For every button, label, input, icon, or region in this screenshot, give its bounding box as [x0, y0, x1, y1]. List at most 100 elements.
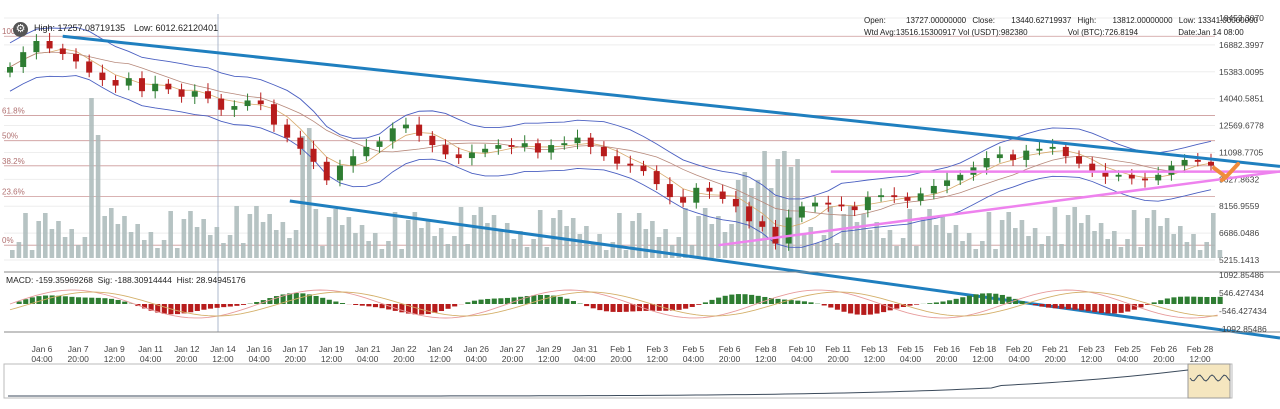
macd-histogram-bar [148, 304, 154, 311]
candle-body [1115, 174, 1122, 177]
volume-bar [386, 241, 391, 258]
volume-bar [1211, 213, 1216, 258]
macd-histogram-bar [947, 300, 953, 304]
settings-icon[interactable]: ⚙ [13, 22, 28, 37]
macd-histogram-bar [729, 294, 735, 304]
volume-bar [412, 212, 418, 258]
macd-histogram-bar [82, 297, 88, 304]
macd-histogram-bar [980, 293, 986, 304]
time-axis-time: 04:00 [1008, 354, 1030, 364]
volume-bar [1059, 244, 1064, 258]
macd-histogram-bar [722, 295, 728, 304]
volume-bar [782, 151, 787, 258]
time-axis-time: 04:00 [900, 354, 922, 364]
volume-bar [1125, 239, 1130, 258]
volume-bar [42, 213, 48, 258]
time-axis-time: 12:00 [538, 354, 560, 364]
candle-body [125, 78, 132, 86]
macd-histogram-bar [623, 304, 629, 312]
macd-histogram-bar [1098, 304, 1104, 313]
time-axis-time: 04:00 [1117, 354, 1139, 364]
candle-body [336, 165, 343, 181]
volume-bar [1098, 223, 1104, 258]
macd-histogram-bar [498, 298, 504, 304]
volume-bar [683, 208, 688, 258]
bollinger-upper [9, 26, 1212, 200]
macd-histogram-bar [1032, 304, 1038, 306]
high-value-2: 13812.00000000 [1112, 16, 1173, 25]
macd-histogram-bar [933, 302, 939, 304]
macd-histogram-bar [227, 304, 233, 307]
candle-body [442, 145, 449, 155]
close-value: 13440.62719937 [1011, 16, 1072, 25]
macd-histogram-bar [1217, 296, 1223, 304]
volume-bar [95, 135, 101, 258]
volume-bar [438, 228, 444, 258]
time-axis-date: Feb 23 [1078, 344, 1105, 354]
macd-histogram-bar [372, 304, 379, 308]
volume-bar [168, 211, 173, 258]
time-axis-time: 04:00 [574, 354, 596, 364]
time-axis-date: Feb 25 [1114, 344, 1141, 354]
volume-bar [379, 249, 385, 258]
macd-histogram-bar [828, 304, 834, 308]
time-axis-time: 04:00 [248, 354, 270, 364]
volume-bar [353, 233, 358, 258]
macd-histogram-bar [848, 304, 854, 314]
volume-bar [986, 212, 992, 258]
macd-histogram-bar [676, 304, 682, 310]
candle-body [138, 78, 145, 92]
volume-bar [194, 227, 200, 258]
macd-histogram-bar [557, 296, 563, 304]
macd-histogram-bar [161, 304, 167, 314]
volume-bar [1072, 207, 1078, 258]
vol-btc: Vol (BTC):726.8194 [1067, 28, 1139, 37]
macd-histogram-bar [313, 295, 319, 304]
volume-bar [557, 210, 563, 258]
volume-bar [214, 227, 220, 258]
volume-bar [702, 208, 708, 258]
macd-histogram-bar [141, 304, 148, 309]
candle-body [20, 52, 27, 68]
macd-histogram-bar [1072, 304, 1078, 310]
volume-bar [247, 214, 253, 258]
volume-bar [821, 235, 827, 258]
macd-histogram-bar [881, 304, 887, 313]
candle-body [983, 158, 990, 168]
volume-bar [1112, 231, 1117, 258]
volume-bar [273, 230, 279, 258]
candle-body [1036, 148, 1043, 151]
macd-histogram-bar [62, 296, 68, 304]
macd-histogram-bar [333, 301, 339, 304]
volume-bar [597, 234, 602, 258]
volume-bar [1046, 236, 1051, 258]
time-axis-date: Feb 21 [1042, 344, 1069, 354]
volume-bar [742, 172, 748, 258]
macd-histogram-bar [775, 298, 781, 304]
volume-bar [1105, 239, 1111, 258]
volume-bar [663, 229, 668, 258]
fib-label: 0% [2, 236, 14, 245]
macd-histogram-bar [478, 299, 484, 304]
volume-bar [768, 188, 774, 258]
candle-body [1168, 165, 1175, 175]
macd-histogram-bar [1046, 304, 1052, 308]
macd-histogram-bar [254, 302, 260, 304]
time-axis-date: Jan 16 [246, 344, 272, 354]
macd-histogram-bar [1112, 304, 1118, 314]
volume-bar [135, 224, 140, 258]
volume-bar [260, 222, 266, 258]
vol-usdt: Vol (USDT):982380 [958, 28, 1028, 37]
time-axis-time: 04:00 [140, 354, 162, 364]
volume-bar [62, 237, 68, 258]
time-axis-date: Feb 5 [683, 344, 705, 354]
macd-histogram-bar [240, 304, 247, 305]
price-axis-label: 6686.0486 [1219, 228, 1259, 238]
time-axis-time: 04:00 [683, 354, 705, 364]
price-axis-label: 11098.7705 [1219, 147, 1264, 157]
candle-body [1049, 146, 1056, 149]
macd-histogram-bar [485, 298, 491, 304]
macd-histogram-bar [696, 304, 702, 305]
volume-bar [570, 218, 576, 258]
